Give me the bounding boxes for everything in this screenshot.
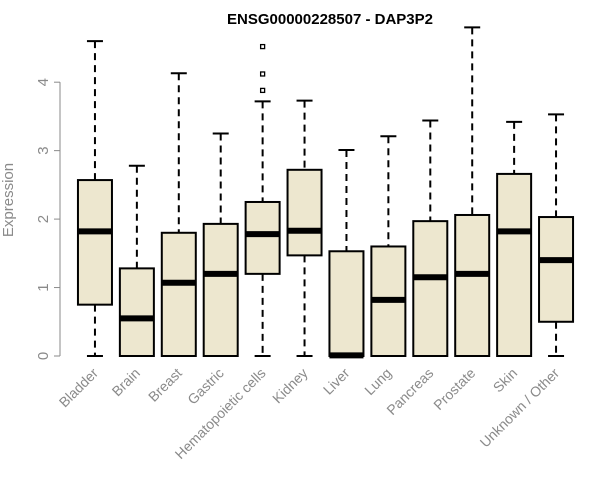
y-tick-label: 0 (35, 352, 52, 360)
x-tick-label: Brain (109, 365, 143, 399)
box-unknown-other (538, 113, 575, 357)
box-breast (160, 72, 197, 357)
boxes-group (76, 26, 575, 359)
x-tick-label: Breast (145, 365, 185, 405)
box-bladder (76, 40, 113, 357)
box-iqr (160, 231, 197, 357)
y-tick-label: 2 (35, 215, 52, 223)
y-tick-label: 3 (35, 146, 52, 154)
box-hematopoietic-cells (244, 43, 281, 357)
y-tick-label: 4 (35, 78, 52, 86)
box-iqr (244, 200, 281, 275)
box-kidney (286, 99, 323, 357)
chart-title: ENSG00000228507 - DAP3P2 (227, 11, 433, 28)
x-tick-label: Liver (320, 365, 353, 398)
box-iqr (454, 213, 491, 357)
box-gastric (202, 132, 239, 357)
box-iqr (412, 220, 449, 357)
x-tick-label: Bladder (56, 365, 102, 411)
box-iqr (76, 179, 113, 306)
box-iqr (118, 267, 155, 358)
x-tick-label: Lung (361, 365, 394, 398)
box-iqr (496, 172, 533, 357)
box-pancreas (412, 119, 449, 357)
x-tick-label: Skin (490, 365, 521, 396)
box-iqr (538, 216, 575, 323)
y-axis: 0 1 2 3 4 (35, 78, 61, 360)
x-tick-label: Unknown / Other (477, 365, 563, 451)
box-prostate (454, 26, 491, 357)
outlier-point (259, 87, 266, 94)
x-tick-label: Kidney (269, 365, 311, 407)
box-lung (370, 135, 407, 357)
outlier-point (259, 43, 266, 50)
box-brain (118, 164, 155, 358)
box-iqr (328, 250, 365, 357)
x-tick-label: Pancreas (383, 365, 436, 418)
outlier-point (259, 71, 266, 77)
box-iqr (202, 222, 239, 357)
y-axis-label: Expression (0, 163, 17, 237)
box-iqr (286, 168, 323, 257)
y-tick-label: 1 (35, 283, 52, 291)
box-skin (496, 120, 533, 357)
x-tick-label: Prostate (430, 365, 478, 413)
box-liver (328, 148, 365, 359)
